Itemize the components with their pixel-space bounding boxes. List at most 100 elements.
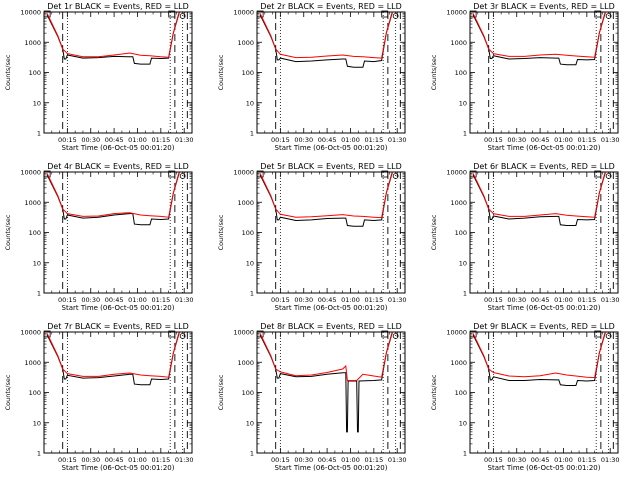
y-tick-label: 10 — [246, 419, 254, 427]
x-axis-label: Start Time (06-Oct-05 00:01:20) — [488, 304, 601, 312]
x-tick-label: 01:15 — [151, 296, 170, 304]
y-tick-label: 10 — [459, 99, 467, 107]
square-marker — [168, 330, 176, 338]
circle-marker — [605, 13, 612, 19]
x-tick-label: 00:30 — [81, 296, 100, 304]
y-tick-label: 10 — [459, 419, 467, 427]
y-tick-label: 100 — [29, 69, 41, 77]
y-tick-label: 10 — [246, 259, 254, 267]
panel-title: Det 6r BLACK = Events, RED = LLD — [473, 162, 615, 171]
x-tick-label: 00:45 — [105, 456, 124, 464]
x-tick-label: 00:45 — [105, 136, 124, 144]
circle-marker — [605, 173, 612, 179]
series-lld-line — [259, 332, 393, 381]
y-axis-label: Counts/sec — [217, 374, 225, 410]
x-tick-label: 00:15 — [58, 136, 77, 144]
series-lld-line — [259, 12, 393, 59]
panel-8: 1 10 100 1000 10000 00:15 00:30 00:45 01:00 01:15… — [217, 322, 407, 472]
panel-title: Det 8r BLACK = Events, RED = LLD — [260, 322, 402, 331]
series-lld-line — [259, 172, 393, 219]
series-lld-line — [46, 172, 180, 218]
panel-title: Det 3r BLACK = Events, RED = LLD — [473, 2, 615, 11]
x-axis-label: Start Time (06-Oct-05 00:01:20) — [62, 304, 175, 312]
x-tick-label: 01:00 — [554, 456, 573, 464]
square-marker — [381, 330, 389, 338]
circle-marker — [392, 13, 399, 19]
x-tick-label: 01:30 — [388, 456, 407, 464]
y-tick-label: 1000 — [24, 359, 41, 367]
y-tick-label: 100 — [455, 229, 467, 237]
y-tick-label: 1000 — [24, 199, 41, 207]
x-tick-label: 00:15 — [271, 296, 290, 304]
square-marker — [256, 330, 264, 338]
panel-5: 1 10 100 1000 10000 00:15 00:30 00:45 01:00 01:15… — [217, 162, 407, 312]
x-axis-label: Start Time (06-Oct-05 00:01:20) — [275, 464, 388, 472]
x-tick-label: 00:15 — [271, 456, 290, 464]
square-marker — [594, 330, 602, 338]
y-tick-label: 10000 — [20, 329, 41, 337]
x-tick-label: 00:30 — [507, 136, 526, 144]
series-events-line — [259, 332, 393, 433]
y-tick-label: 100 — [455, 69, 467, 77]
square-marker — [469, 10, 477, 18]
y-axis-label: Counts/sec — [4, 214, 12, 250]
x-tick-label: 00:15 — [58, 456, 77, 464]
y-tick-label: 10 — [33, 259, 41, 267]
square-marker — [43, 330, 51, 338]
y-tick-label: 100 — [242, 229, 254, 237]
x-tick-label: 01:15 — [364, 136, 383, 144]
y-tick-label: 100 — [455, 389, 467, 397]
panel-title: Det 1r BLACK = Events, RED = LLD — [47, 2, 189, 11]
y-axis-label: Counts/sec — [217, 214, 225, 250]
series-lld-line — [46, 12, 180, 58]
panel-7: 1 10 100 1000 10000 00:15 00:30 00:45 01:00 01:15… — [4, 322, 194, 472]
y-tick-label: 100 — [29, 229, 41, 237]
series-events-line — [259, 12, 393, 68]
series-lld-line — [472, 12, 606, 58]
circle-marker — [392, 333, 399, 339]
y-tick-label: 100 — [242, 69, 254, 77]
x-tick-label: 00:45 — [318, 136, 337, 144]
x-tick-label: 00:45 — [318, 456, 337, 464]
circle-marker — [605, 333, 612, 339]
y-tick-label: 1 — [250, 450, 254, 458]
x-tick-label: 00:30 — [294, 136, 313, 144]
panel-2: 1 10 100 1000 10000 00:15 00:30 00:45 01:00 01:15… — [217, 2, 407, 152]
y-tick-label: 10 — [459, 259, 467, 267]
x-tick-label: 01:00 — [341, 296, 360, 304]
y-tick-label: 10000 — [233, 329, 254, 337]
panel-title: Det 4r BLACK = Events, RED = LLD — [47, 162, 189, 171]
y-tick-label: 1000 — [450, 199, 467, 207]
y-tick-label: 10000 — [446, 169, 467, 177]
y-axis-label: Counts/sec — [4, 374, 12, 410]
series-events-line — [472, 332, 606, 386]
x-axis-label: Start Time (06-Oct-05 00:01:20) — [275, 304, 388, 312]
x-tick-label: 00:45 — [531, 456, 550, 464]
y-tick-label: 1 — [37, 450, 41, 458]
y-axis-label: Counts/sec — [430, 214, 438, 250]
y-tick-label: 10 — [33, 419, 41, 427]
x-tick-label: 01:30 — [175, 136, 194, 144]
y-tick-label: 1000 — [450, 359, 467, 367]
x-axis-label: Start Time (06-Oct-05 00:01:20) — [488, 464, 601, 472]
series-events-line — [46, 172, 180, 226]
y-tick-label: 10000 — [20, 169, 41, 177]
x-tick-label: 00:30 — [507, 296, 526, 304]
x-tick-label: 01:15 — [151, 456, 170, 464]
series-lld-line — [472, 332, 606, 379]
x-tick-label: 00:30 — [294, 456, 313, 464]
square-marker — [256, 170, 264, 178]
x-tick-label: 01:00 — [128, 296, 147, 304]
panel-9: 1 10 100 1000 10000 00:15 00:30 00:45 01:00 01:15… — [430, 322, 620, 472]
y-tick-label: 1 — [250, 130, 254, 138]
circle-marker — [179, 173, 186, 179]
square-marker — [43, 170, 51, 178]
series-events-line — [46, 12, 180, 65]
x-tick-label: 00:15 — [484, 136, 503, 144]
x-tick-label: 01:30 — [601, 136, 620, 144]
x-tick-label: 00:45 — [531, 296, 550, 304]
circle-marker — [392, 173, 399, 179]
square-marker — [256, 10, 264, 18]
series-events-line — [46, 332, 180, 386]
